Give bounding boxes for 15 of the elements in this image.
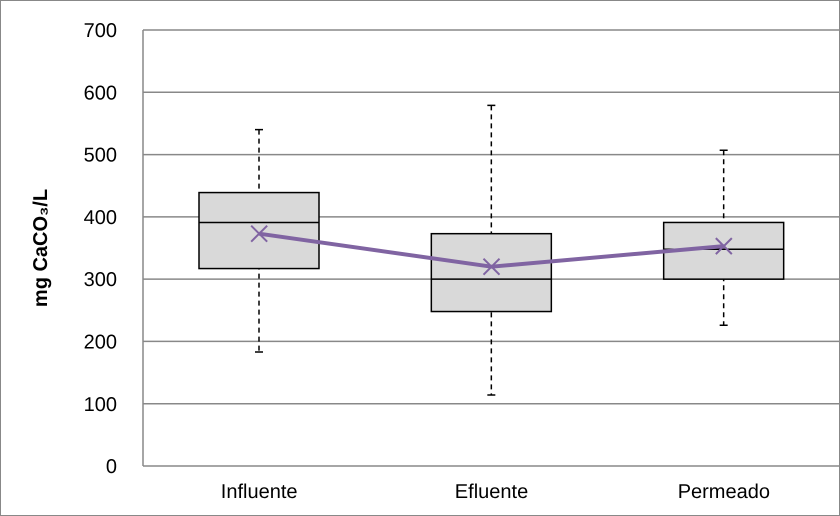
point [482, 258, 500, 276]
x-tick-label: Influente [220, 481, 298, 504]
y-tick-label: 0 [106, 456, 117, 478]
y-tick-label: 300 [84, 269, 117, 292]
y-tick-label: 100 [84, 394, 117, 416]
y-tick-label: 600 [84, 82, 117, 104]
y-tick-label: 200 [84, 332, 117, 354]
y-tick-label: 400 [84, 206, 117, 229]
point [714, 237, 733, 256]
y-tick-label: 500 [84, 144, 117, 167]
y-axis-title: mg CaCO₃/L [30, 188, 52, 308]
x-tick-label: Efluente [454, 481, 528, 504]
point [250, 224, 268, 243]
y-tick-label: 700 [84, 20, 117, 42]
x-tick-label: Permeado [678, 481, 770, 504]
